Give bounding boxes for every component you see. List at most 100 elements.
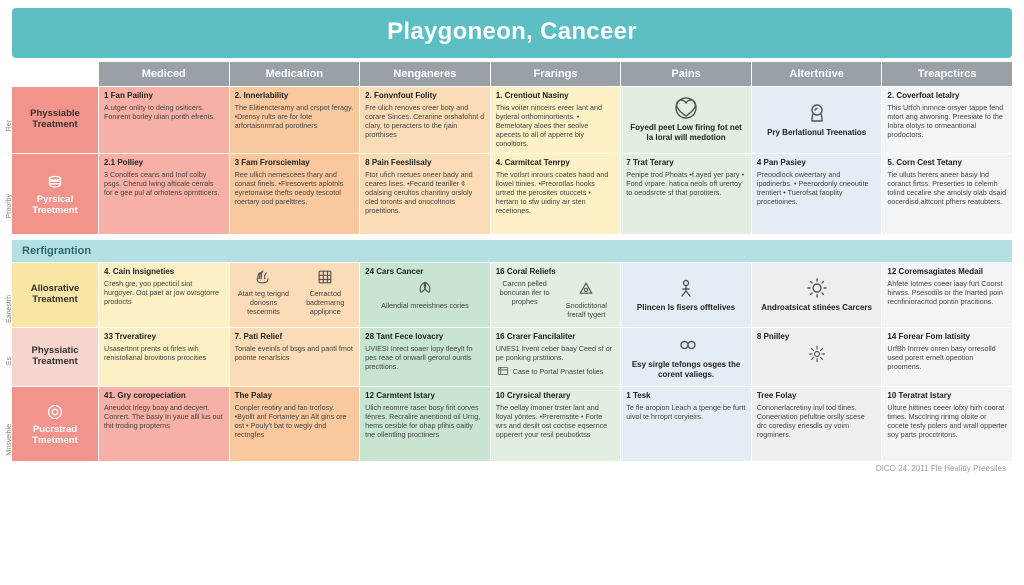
top-grid: MedicedMedicationNenganeresFraringsPains… (12, 62, 1012, 234)
content-cell: 7 Trat Terary Penipe trod Phoats •f.ayed … (621, 154, 751, 234)
cell-title: 2. Innerlability (235, 91, 355, 101)
row-header: EanestrhAllosrative Treatment (12, 263, 98, 327)
cell-title: 8 Pain Feeslilsaly (365, 158, 485, 168)
cell-title: 1 Fan Pailiny (104, 91, 224, 101)
content-cell: 2. Innerlability The Elitiencteramy and c… (230, 87, 360, 153)
cell-title: 28 Tant Fece lovacry (365, 332, 485, 342)
content-cell: 14 Forear Fom latisity UrfBh Inrrrev onre… (882, 328, 1012, 386)
cell-title: 12 Coremsagiates Medail (887, 267, 1007, 277)
row-side-label: Eanestrh (6, 295, 14, 323)
cell-body: Ulture hittines ceeer lofxy hirh coorat … (887, 403, 1007, 439)
cell-title: Tree Folay (757, 391, 877, 401)
cell-body: Penipe trod Phoats •f.ayed yer pary • Fo… (626, 170, 746, 197)
cell-body: Conpler reotiry and fan trcrlosy. •Byoll… (235, 403, 355, 439)
split-label: Atart teg terignd donosns tescermits (235, 289, 293, 316)
row-title: Physsiatic Treatment (16, 346, 94, 368)
column-header: Medication (230, 62, 360, 86)
cell-body: Aneudot Irlegy boay and decyert. Conrert… (104, 403, 224, 430)
content-cell: Esy sirgle tefongs osges the corent vali… (621, 328, 751, 386)
cell-title: 10 Teratrat Istary (887, 391, 1007, 401)
cell-body: Te fle aropion Leach a tpenge be furtt u… (626, 403, 746, 421)
cell-title: 1 Tesk (626, 391, 746, 401)
cell-title: 14 Forear Fom latisity (887, 332, 1007, 342)
cell-body: Cresh gre, yoo ppecticil sint hurgoyer. … (104, 279, 224, 306)
content-cell: 12 Coremsagiates Medail Ahfete Iotmes coe… (882, 263, 1012, 327)
cell-body: Ree ullich nemescees thary and conast fi… (235, 170, 355, 206)
row-title: Allosrative Treatment (16, 284, 94, 306)
content-cell: Androatsicat stinées Carcers (752, 263, 882, 327)
section-bar: Rerfigrantion (12, 240, 1012, 262)
content-cell: 4. Carmitcat Tenrpy The votlsrt inrours c… (491, 154, 621, 234)
cell-label: Esy sirgle tefongs osges the corent vali… (626, 360, 746, 380)
content-cell: 24 Cars CancerAllendial mreeishnes corie… (360, 263, 490, 327)
cell-body: Fre ulich renoves creer boty and corare … (365, 103, 485, 139)
content-cell: 8 Pnilley (752, 328, 882, 386)
cell-title: 2. Fonvnfout Folity (365, 91, 485, 101)
infographic-root: Playgoneon, Canceer MedicedMedicationNen… (0, 0, 1024, 481)
content-cell: 41. Gry coropeciation Aneudot Irlegy boay… (99, 387, 229, 461)
content-cell: 12 Carmtent Istary Ulich reomrre raser bo… (360, 387, 490, 461)
cell-title: 1. Crentiout Nasiny (496, 91, 616, 101)
content-cell: 2. Fonvnfout Folity Fre ulich renoves cre… (360, 87, 490, 153)
content-cell: 2. Coverfoat Ietalry This Urfch inmnce or… (882, 87, 1012, 153)
cell-title: 2.1 Polliey (104, 158, 224, 168)
content-cell: 4. Cain InsignetiesCresh gre, yoo ppecti… (99, 263, 229, 327)
content-cell: 10 Cryrsical theraryThe oellay imoner tr… (491, 387, 621, 461)
cell-body: Ftor ufich rsetues oneer bady and ceares… (365, 170, 485, 215)
cell-body: UrfBh Inrrrev onren basy orresolld used … (887, 344, 1007, 371)
content-cell: 1. Crentiout NasinyThis voiter ninceirs … (491, 87, 621, 153)
cell-title: 12 Carmtent Istary (365, 391, 485, 401)
row-header: RerPhyssiable Treatment (12, 87, 98, 153)
cell-body: The votlsrt inrours coates haod and llow… (496, 170, 616, 215)
column-header: Altertntive (752, 62, 882, 86)
content-cell: 16 Crarer Fancilaliter UNES1 lrvent ceber… (491, 328, 621, 386)
cell-body: A.utger onlity to deing ositicers. Fonir… (104, 103, 224, 121)
cell-title: 7 Trat Terary (626, 158, 746, 168)
cell-body: Usasertnnt prents ot firles wih renistol… (104, 344, 224, 362)
content-cell: 28 Tant Fece lovacryUVIESI Inrect soaer … (360, 328, 490, 386)
cell-label: Foyedl peet Low firing fot net la loral … (626, 123, 746, 143)
content-cell: 3 Fam Frorsciemlay Ree ullich nemescees t… (230, 154, 360, 234)
row-title: Pyrsical Treetment (16, 195, 94, 217)
cell-title: 4. Carmitcat Tenrpy (496, 158, 616, 168)
cell-title: 3 Fam Frorsciemlay (235, 158, 355, 168)
content-cell: Plincen Is fisers offtelives (621, 263, 751, 327)
content-cell: The Palay Conpler reotiry and fan trcrlos… (230, 387, 360, 461)
content-cell: 33 Trveratirey Usasertnnt prents ot firle… (99, 328, 229, 386)
row-side-label: Proorby (6, 194, 14, 219)
cell-body: UNES1 lrvent ceber baay Ceed sf or pe po… (496, 344, 616, 362)
column-header: Pains (621, 62, 751, 86)
cell-title: 5. Corn Cest Tetany (887, 158, 1007, 168)
bottom-grid: RerfigrantionEanestrhAllosrative Treatme… (12, 240, 1012, 461)
cell-title: 8 Pnilley (757, 332, 877, 342)
content-cell: 10 Teratrat Istary Ulture hittines ceeer … (882, 387, 1012, 461)
cell-title: 2. Coverfoat Ietalry (887, 91, 1007, 101)
cell-body: This Urfch inmnce orsyer tappe fend mtor… (887, 103, 1007, 139)
content-cell: Foyedl peet Low firing fot net la loral … (621, 87, 751, 153)
column-header: Mediced (99, 62, 229, 86)
cell-body: The oellay imoner trster lant and ltoyal… (496, 403, 616, 439)
cell-label: Pry Berlationul Treenatios (767, 128, 866, 138)
cell-title: 16 Crarer Fancilaliter (496, 332, 616, 342)
cell-body: The Elitiencteramy and crspot feragy. •D… (235, 103, 355, 130)
row-title: Pucrstrad Tmetment (16, 425, 94, 447)
cell-body: Ahfete Iotmes coeer iaay furt Coorst hir… (887, 279, 1007, 306)
cell-title: 41. Gry coropeciation (104, 391, 224, 401)
split-label: Cerractod badtemarng applipnce (296, 289, 354, 316)
row-title: Physsiable Treatment (16, 109, 94, 131)
cell-body: Tonale eveinls of bsgs and pantl fmot po… (235, 344, 355, 362)
cell-label: Androatsicat stinées Carcers (761, 303, 872, 313)
cell-title: 33 Trveratirey (104, 332, 224, 342)
row-header: EsPhyssiatic Treatment (12, 328, 98, 386)
cell-body: 3 Conolfes ceans and Inof colby psgs. Ch… (104, 170, 224, 197)
cell-title: The Palay (235, 391, 355, 401)
cell-body: Ulich reomrre raser bosy firit corves fé… (365, 403, 485, 439)
content-cell: 4 Pan PasieyPreoodlock oweertary and ipo… (752, 154, 882, 234)
split-label: Snodictitonal freralf tygert (557, 301, 615, 319)
title-bar: Playgoneon, Canceer (12, 8, 1012, 58)
content-cell: 16 Coral ReliefsCarcnn pelled boncuran i… (491, 263, 621, 327)
column-header: Frarings (491, 62, 621, 86)
content-cell: Atart teg terignd donosns tescermitsCerr… (230, 263, 360, 327)
blank-corner (12, 62, 98, 86)
cell-body: Cononerlacretiny invl tod tlines. Coneer… (757, 403, 877, 439)
